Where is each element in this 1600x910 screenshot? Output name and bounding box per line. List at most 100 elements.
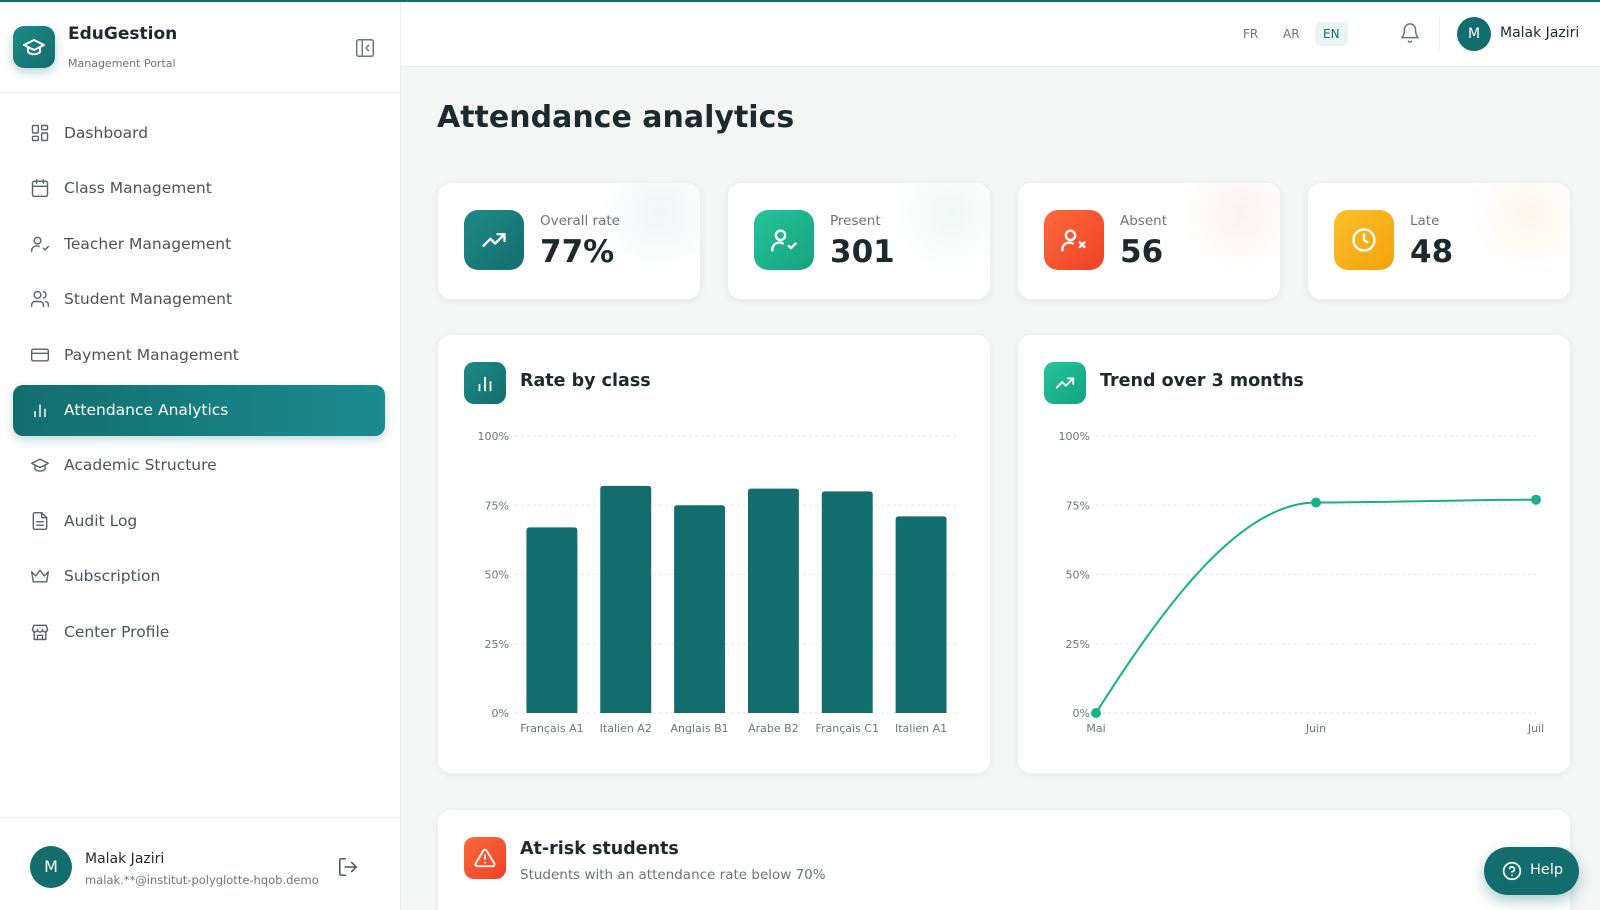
y-tick-label: 100%	[1059, 430, 1090, 443]
sidebar-item-academic-structure[interactable]: Academic Structure	[13, 440, 385, 491]
store-icon	[30, 622, 50, 642]
sidebar-item-audit-log[interactable]: Audit Log	[13, 496, 385, 547]
sidebar-item-subscription[interactable]: Subscription	[13, 551, 385, 602]
card-title: Trend over 3 months	[1100, 371, 1304, 391]
credit-card-icon	[30, 345, 50, 365]
logout-icon[interactable]	[337, 856, 359, 878]
data-point[interactable]	[1311, 497, 1321, 508]
bar[interactable]	[600, 485, 652, 713]
x-tick-label: Arabe B2	[748, 722, 799, 735]
bell-icon[interactable]	[1399, 22, 1421, 44]
trending-up-icon	[1044, 362, 1086, 404]
graduation-cap-icon	[30, 455, 50, 475]
stat-value: 77%	[540, 234, 615, 270]
stat-label: Late	[1410, 213, 1440, 229]
y-tick-label: 75%	[485, 499, 509, 512]
bar-chart: 0% 25% 50% 75% 100% Français A1 Italien A2 Angl…	[478, 430, 958, 735]
lang-en-button[interactable]: EN	[1315, 22, 1348, 46]
stat-card-absent: Absent 56	[1017, 182, 1281, 300]
sidebar-item-label: Class Management	[64, 179, 212, 198]
x-tick-label: Italien A1	[895, 722, 947, 735]
sidebar-item-label: Teacher Management	[64, 234, 232, 253]
sidebar-item-payment-management[interactable]: Payment Management	[13, 330, 385, 381]
y-tick-label: 50%	[485, 569, 509, 582]
stat-label: Overall rate	[540, 213, 620, 229]
bar[interactable]	[674, 505, 726, 713]
top-accent-line	[0, 0, 1600, 2]
brand: EduGestion Management Portal	[0, 0, 401, 93]
page-title: Attendance analytics	[437, 100, 795, 135]
sidebar-item-teacher-management[interactable]: Teacher Management	[13, 219, 385, 270]
line-chart: 0% 25% 50% 75% 100% Mai Juin Juil	[1059, 430, 1545, 735]
stat-value: 48	[1410, 234, 1454, 270]
at-risk-card: At-risk students Students with an attend…	[437, 809, 1571, 910]
lang-ar-button[interactable]: AR	[1283, 27, 1300, 41]
x-tick-label: Français C1	[815, 722, 879, 735]
bar[interactable]	[895, 516, 947, 713]
sidebar-item-label: Academic Structure	[64, 456, 217, 475]
trend-card: Trend over 3 months 0% 25% 50% 75% 100% Mai Ju…	[1017, 334, 1571, 774]
sidebar-item-attendance-analytics[interactable]: Attendance Analytics	[13, 384, 385, 436]
help-button[interactable]: Help	[1484, 847, 1579, 895]
decorative-blob	[1180, 183, 1280, 273]
top-header: FR AR EN M Malak Jaziri	[401, 0, 1600, 67]
sidebar-user: M Malak Jaziri malak.**@institut-polyglo…	[0, 817, 401, 910]
bar-chart-icon	[30, 400, 50, 420]
bar[interactable]	[821, 491, 873, 713]
header-divider	[1439, 18, 1440, 50]
dashboard-icon	[30, 123, 50, 143]
avatar[interactable]: M	[1457, 17, 1491, 51]
bar[interactable]	[526, 527, 578, 713]
sidebar-item-label: Payment Management	[64, 345, 239, 364]
decorative-blob	[1470, 183, 1570, 273]
stat-value: 56	[1120, 234, 1164, 270]
crown-icon	[30, 566, 50, 586]
sidebar-item-student-management[interactable]: Student Management	[13, 274, 385, 325]
sidebar-item-dashboard[interactable]: Dashboard	[13, 108, 385, 159]
card-title: At-risk students	[520, 839, 679, 859]
data-point[interactable]	[1531, 494, 1541, 505]
users-icon	[30, 289, 50, 309]
user-check-icon	[30, 234, 50, 254]
y-tick-label: 100%	[478, 430, 509, 443]
rate-by-class-card: Rate by class 0% 25% 50% 75% 100% Français A1…	[437, 334, 991, 774]
x-tick-label: Anglais B1	[671, 722, 729, 735]
stat-card-overall-rate: Overall rate 77%	[437, 182, 701, 300]
x-tick-label: Mai	[1086, 722, 1105, 735]
graduation-cap-logo-icon	[13, 26, 55, 68]
card-title: Rate by class	[520, 371, 651, 391]
help-circle-icon	[1502, 861, 1522, 881]
lang-fr-button[interactable]: FR	[1243, 27, 1259, 41]
y-tick-label: 25%	[1066, 638, 1090, 651]
trend-line	[1095, 498, 1537, 714]
user-x-icon	[1044, 210, 1104, 270]
brand-name: EduGestion	[68, 24, 178, 44]
bar[interactable]	[747, 488, 799, 713]
sidebar-item-class-management[interactable]: Class Management	[13, 163, 385, 214]
sidebar-collapse-icon[interactable]	[354, 37, 376, 59]
x-tick-label: Français A1	[520, 722, 583, 735]
file-text-icon	[30, 511, 50, 531]
stat-label: Absent	[1120, 213, 1167, 229]
sidebar-item-label: Student Management	[64, 290, 233, 309]
y-tick-label: 50%	[1066, 569, 1090, 582]
data-point[interactable]	[1091, 708, 1101, 718]
sidebar-item-label: Audit Log	[64, 511, 138, 530]
sidebar-item-label: Attendance Analytics	[64, 400, 229, 419]
sidebar: EduGestion Management Portal Dashboard Cl…	[0, 0, 401, 910]
stat-label: Present	[830, 213, 881, 229]
alert-triangle-icon	[464, 837, 506, 879]
sidebar-item-center-profile[interactable]: Center Profile	[13, 607, 385, 658]
sidebar-nav: Dashboard Class Management Teacher Managem…	[13, 108, 385, 662]
y-tick-label: 0%	[492, 707, 509, 720]
card-subtitle: Students with an attendance rate below 7…	[520, 867, 826, 883]
y-tick-label: 0%	[1073, 707, 1090, 720]
brand-subtitle: Management Portal	[68, 57, 176, 70]
x-tick-label: Italien A2	[600, 722, 652, 735]
x-tick-label: Juin	[1305, 722, 1326, 735]
user-check-icon	[754, 210, 814, 270]
clock-icon	[1334, 210, 1394, 270]
avatar[interactable]: M	[30, 846, 72, 888]
header-user-name[interactable]: Malak Jaziri	[1500, 25, 1580, 41]
y-tick-label: 25%	[485, 638, 509, 651]
